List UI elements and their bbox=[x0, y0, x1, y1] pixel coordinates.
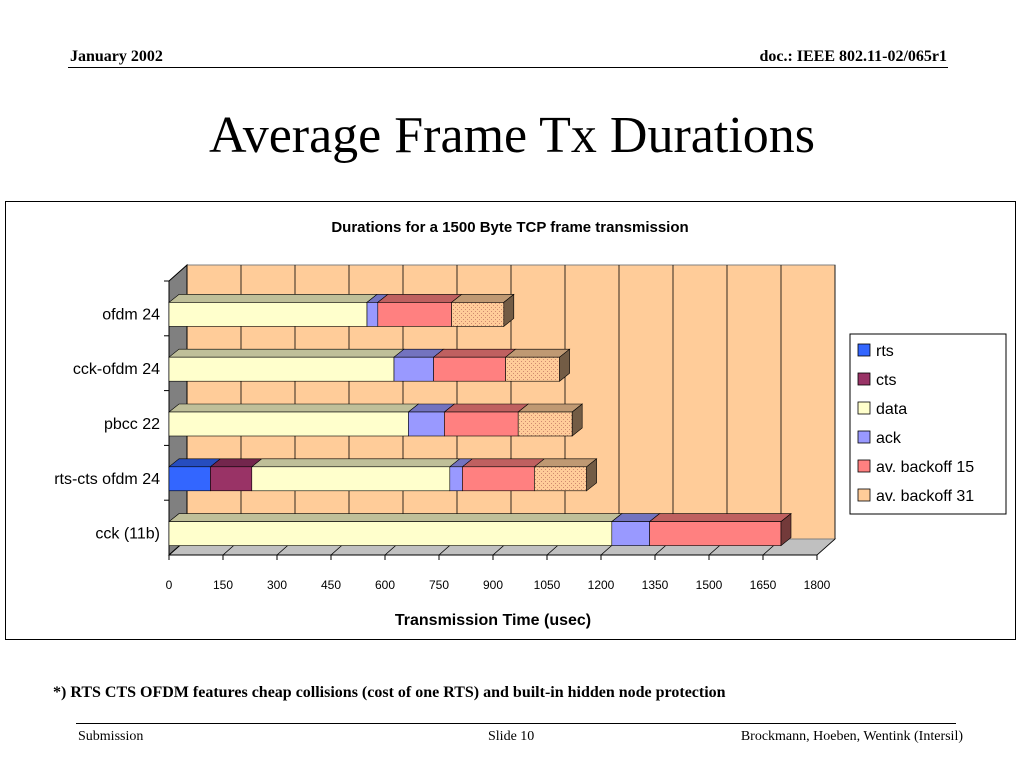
legend-label: av. backoff 31 bbox=[876, 488, 974, 505]
bar-end-face bbox=[503, 293, 515, 328]
bar-segment-ack bbox=[449, 466, 463, 492]
x-tick-label: 900 bbox=[483, 578, 503, 592]
header-divider bbox=[68, 67, 948, 68]
legend-swatch bbox=[857, 372, 871, 386]
chart-title: Durations for a 1500 Byte TCP frame tran… bbox=[331, 219, 688, 236]
legend-label: ack bbox=[876, 430, 902, 447]
bar-segment-av-backoff-15 bbox=[377, 302, 452, 327]
bar-top-av-backoff-15 bbox=[461, 458, 546, 468]
header-doc-id: doc.: IEEE 802.11-02/065r1 bbox=[759, 48, 947, 65]
legend-label: rts bbox=[876, 343, 894, 360]
bar-segment-ack bbox=[366, 302, 379, 327]
legend-box bbox=[849, 333, 1007, 515]
x-tick-label: 150 bbox=[213, 578, 233, 592]
legend-swatch bbox=[857, 459, 871, 473]
x-tick-label: 0 bbox=[166, 578, 173, 592]
slide-title: Average Frame Tx Durations bbox=[209, 107, 815, 164]
x-tick-label: 1800 bbox=[804, 578, 831, 592]
footer-submission: Submission bbox=[78, 729, 144, 744]
bar-segment-data bbox=[168, 356, 395, 382]
bar-end-face bbox=[559, 348, 570, 382]
bar-end-face bbox=[586, 458, 597, 492]
bar-segment-data bbox=[168, 302, 368, 327]
floor-gridline bbox=[816, 538, 836, 556]
y-category-label: rts-cts ofdm 24 bbox=[54, 471, 160, 488]
bar-top-av-backoff-31 bbox=[533, 458, 598, 468]
bar-top-av-backoff-31 bbox=[504, 348, 571, 358]
footer-slide-number: Slide 10 bbox=[488, 729, 535, 744]
footnote: *) RTS CTS OFDM features cheap collision… bbox=[53, 684, 726, 701]
bar-top-data bbox=[168, 403, 420, 413]
x-tick-label: 1350 bbox=[642, 578, 669, 592]
bar-segment-av-backoff-31 bbox=[534, 466, 587, 492]
bar-top-data bbox=[168, 294, 378, 303]
footer-divider bbox=[76, 723, 956, 724]
bar-top-av-backoff-15 bbox=[376, 294, 463, 303]
bar-segment-ack bbox=[393, 356, 434, 382]
x-tick-label: 450 bbox=[321, 578, 341, 592]
bar-end-face bbox=[571, 403, 583, 437]
legend-swatch bbox=[857, 430, 871, 444]
bar-segment-data bbox=[168, 411, 409, 437]
legend-swatch bbox=[857, 401, 871, 415]
bar-segment-ack bbox=[408, 411, 445, 437]
bar-top-data bbox=[168, 513, 623, 522]
x-tick-label: 1200 bbox=[588, 578, 615, 592]
bar-top-av-backoff-15 bbox=[648, 513, 792, 522]
legend-label: av. backoff 15 bbox=[876, 459, 974, 476]
bar-segment-data bbox=[168, 521, 613, 546]
bar-segment-av-backoff-31 bbox=[505, 356, 560, 382]
y-category-label: cck-ofdm 24 bbox=[73, 361, 160, 378]
bar-segment-av-backoff-31 bbox=[451, 302, 505, 327]
legend-label: cts bbox=[876, 372, 896, 389]
x-axis-title: Transmission Time (usec) bbox=[395, 612, 591, 629]
bar-top-av-backoff-15 bbox=[432, 348, 517, 358]
y-category-label: pbcc 22 bbox=[104, 416, 160, 433]
x-tick-label: 1500 bbox=[696, 578, 723, 592]
stacked-bar-chart: Durations for a 1500 Byte TCP frame tran… bbox=[54, 219, 1007, 629]
y-category-label: cck (11b) bbox=[95, 526, 160, 543]
legend-swatch bbox=[857, 488, 871, 502]
bar-segment-ack bbox=[611, 521, 650, 546]
bar-segment-data bbox=[251, 466, 451, 492]
bar-top-data bbox=[168, 348, 405, 358]
bar-segment-av-backoff-15 bbox=[462, 466, 535, 492]
bar-segment-av-backoff-15 bbox=[433, 356, 506, 382]
bar-segment-av-backoff-15 bbox=[649, 521, 782, 546]
bar-top-av-backoff-31 bbox=[517, 403, 584, 413]
legend-swatch bbox=[857, 343, 871, 357]
bar-end-face bbox=[780, 512, 792, 547]
bar-segment-rts bbox=[168, 466, 211, 492]
bar-segment-av-backoff-15 bbox=[444, 411, 519, 437]
x-tick-label: 750 bbox=[429, 578, 449, 592]
footer-authors: Brockmann, Hoeben, Wentink (Intersil) bbox=[740, 729, 963, 744]
bar-top-data bbox=[250, 458, 461, 468]
bar-top-av-backoff-31 bbox=[450, 294, 515, 303]
x-tick-label: 600 bbox=[375, 578, 395, 592]
header-date: January 2002 bbox=[70, 48, 163, 65]
bar-top-av-backoff-15 bbox=[443, 403, 530, 413]
x-tick-label: 1050 bbox=[534, 578, 561, 592]
y-category-label: ofdm 24 bbox=[102, 306, 160, 323]
bar-segment-av-backoff-31 bbox=[517, 411, 573, 437]
x-tick-label: 1650 bbox=[750, 578, 777, 592]
bar-segment-cts bbox=[210, 466, 253, 492]
legend-label: data bbox=[876, 401, 907, 418]
x-tick-label: 300 bbox=[267, 578, 287, 592]
